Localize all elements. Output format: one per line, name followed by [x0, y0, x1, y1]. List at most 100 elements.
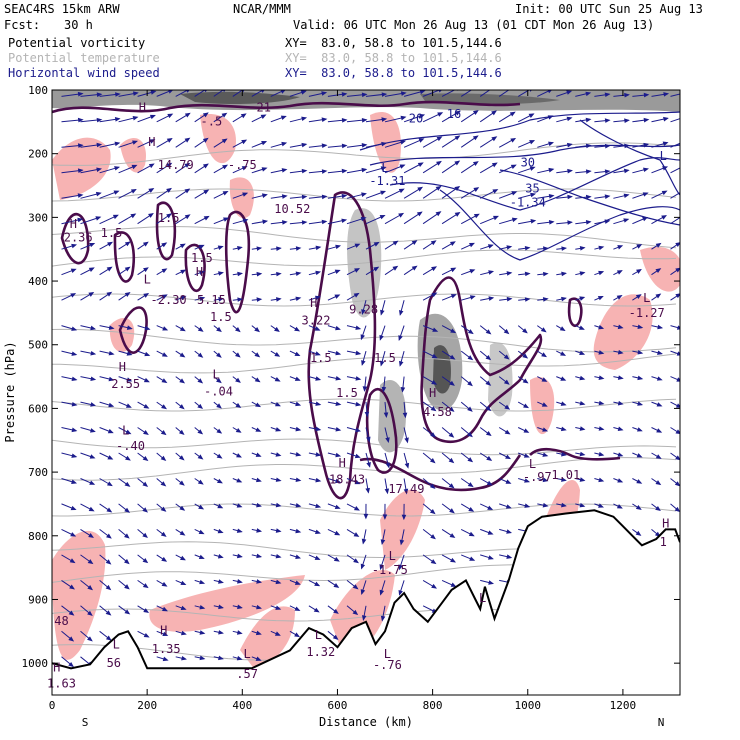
- contour-label: 1: [660, 535, 667, 549]
- wind-vector-head: [143, 267, 149, 273]
- wind-vector-head: [579, 400, 586, 406]
- wind-vector-head: [179, 326, 186, 332]
- wind-vector-head: [301, 116, 308, 122]
- wind-vector-head: [636, 427, 643, 432]
- wind-vector-head: [274, 351, 281, 357]
- wind-vector-head: [178, 429, 185, 436]
- wind-vector-head: [179, 378, 186, 384]
- wind-vector-head: [662, 166, 669, 171]
- wind-vector-head: [77, 91, 84, 97]
- contour-label: 56: [107, 656, 121, 670]
- wind-vector-head: [430, 559, 437, 565]
- wind-vector-head: [655, 454, 662, 459]
- wind-vector-head: [275, 605, 282, 610]
- neg-pv-region: [530, 376, 555, 435]
- wind-vector-head: [560, 376, 567, 381]
- wind-vector-head: [506, 529, 513, 534]
- contour-label: H: [70, 217, 77, 231]
- wind-vector-head: [88, 292, 95, 297]
- wind-vector-head: [663, 116, 669, 122]
- wind-vector-head: [491, 110, 497, 116]
- wind-vector: [441, 90, 456, 97]
- wind-vector-head: [314, 295, 321, 301]
- wind-vector-head: [360, 334, 365, 341]
- contour-label: -.76: [373, 658, 402, 672]
- wind-vector-head: [485, 380, 492, 386]
- wind-vector-head: [333, 608, 339, 614]
- wind-vector-head: [301, 220, 308, 225]
- wind-vector-head: [547, 90, 553, 94]
- wind-vector-head: [548, 167, 555, 173]
- field-wind-name: Horizontal wind speed: [8, 66, 160, 80]
- wind-vector-head: [275, 528, 282, 533]
- contour-label: -.97: [523, 470, 552, 484]
- wind-vector-head: [106, 507, 113, 513]
- wind-vector-head: [431, 292, 438, 298]
- wind-vector-head: [125, 403, 132, 408]
- contour-label: -1.31: [369, 174, 405, 188]
- wind-vector-head: [373, 241, 380, 247]
- wind-vector-head: [334, 504, 341, 510]
- wind-vector-head: [124, 558, 130, 565]
- wind-vector-head: [315, 477, 322, 483]
- y-tick-label: 800: [28, 530, 48, 543]
- wind-vector-head: [655, 242, 662, 248]
- wind-vector-head: [448, 457, 455, 464]
- wind-vector-head: [399, 360, 404, 367]
- wind-vector-head: [435, 211, 442, 217]
- wind-vector-head: [216, 378, 222, 384]
- wind-vector-head: [282, 220, 288, 225]
- contour-label: 1.5: [374, 351, 396, 365]
- wind-vector-head: [179, 243, 186, 249]
- wind-vector-head: [450, 267, 457, 273]
- wind-vector-head: [166, 162, 173, 168]
- wind-vector-head: [567, 168, 573, 174]
- wind-vector-head: [604, 118, 611, 123]
- wind-vector-head: [89, 480, 96, 485]
- wind-vector-head: [419, 90, 426, 95]
- wind-vector-head: [623, 193, 630, 199]
- wind-vector-head: [217, 503, 224, 509]
- high-pv-core: [433, 345, 451, 394]
- wind-vector-head: [404, 437, 409, 444]
- wind-vector-head: [149, 139, 156, 144]
- contour-label: 9.28: [349, 302, 378, 316]
- wind-vector-head: [77, 117, 84, 123]
- wind-vector-head: [505, 504, 512, 509]
- wind-vector-head: [675, 242, 680, 248]
- wind-vector-head: [353, 532, 360, 537]
- wind-vector-head: [541, 377, 548, 382]
- wind-vector-head: [385, 437, 390, 444]
- wind-vector-head: [70, 532, 77, 537]
- wind-vector-head: [202, 137, 209, 143]
- field-pv-xy: XY= 83.0, 58.8 to 101.5,144.6: [285, 36, 502, 50]
- wind-vector-head: [95, 216, 102, 221]
- wind-vector-head: [467, 380, 473, 387]
- isentrope: [52, 328, 677, 353]
- wind-vector-head: [181, 655, 187, 661]
- contour-label: -.40: [116, 439, 145, 453]
- wind-vector-head: [511, 191, 518, 196]
- wind-vector-head: [179, 505, 186, 511]
- wind-vector-head: [143, 293, 150, 298]
- wind-vector-head: [132, 140, 139, 145]
- wind-vector-head: [682, 189, 686, 192]
- contour-label: 20: [409, 112, 423, 126]
- wind-vector-head: [360, 589, 366, 596]
- wind-vector-head: [355, 376, 362, 381]
- wind-vector-head: [430, 240, 437, 246]
- wind-vector-head: [579, 451, 586, 457]
- wind-vector-head: [295, 246, 302, 251]
- high-pv-core: [420, 93, 560, 105]
- wind-vector-head: [236, 528, 243, 533]
- wind-vector-head: [321, 219, 328, 225]
- wind-vector-head: [579, 375, 586, 381]
- wind-vector-head: [561, 477, 567, 482]
- wind-vector: [213, 90, 224, 97]
- wind-vector-head: [676, 351, 680, 356]
- wind-vector-head: [450, 582, 457, 587]
- wind-vector-head: [124, 241, 131, 247]
- wind-vector-head: [71, 427, 78, 433]
- contour-label: -.04: [204, 384, 233, 398]
- wind-vector-head: [429, 483, 436, 489]
